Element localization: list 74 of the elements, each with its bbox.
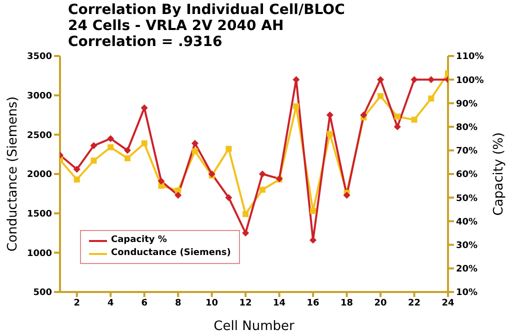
x-tick-label: 2	[74, 298, 80, 308]
point	[360, 112, 368, 118]
x-tick-label: 24	[442, 298, 454, 308]
point	[411, 116, 418, 123]
y2-tick-label: 80%	[456, 122, 478, 133]
x-axis-title: Cell Number	[214, 319, 295, 334]
y2-tick-label: 40%	[456, 217, 478, 228]
x-tick-label: 20	[374, 298, 387, 308]
point	[394, 123, 401, 130]
point	[191, 140, 198, 147]
y2-tick-label: 10%	[456, 288, 478, 298]
x-tick-label: 16	[306, 298, 320, 308]
point	[158, 182, 164, 189]
legend-label: Capacity %	[111, 234, 167, 247]
point	[293, 103, 300, 110]
x-tick-label: 18	[340, 298, 354, 308]
point	[74, 176, 80, 183]
point	[310, 208, 316, 214]
point	[73, 166, 80, 173]
legend-label: Conductance (Siemens)	[111, 247, 231, 260]
y-tick-label: 1000	[26, 248, 52, 259]
point	[310, 236, 317, 244]
point	[326, 130, 333, 137]
point	[124, 146, 131, 154]
x-tick-label: 6	[141, 298, 148, 308]
x-tick-label: 12	[239, 298, 252, 308]
point	[378, 93, 384, 100]
y2-axis-title: Capacity (%)	[492, 132, 507, 216]
point	[124, 155, 130, 162]
y2-tick-label: 100%	[456, 76, 484, 86]
y2-tick-label: 90%	[456, 99, 478, 110]
point	[90, 142, 98, 150]
chart-title: Correlation By Individual Cell/BLOC	[68, 2, 345, 18]
point	[174, 192, 182, 199]
point	[428, 95, 434, 102]
point	[242, 211, 249, 218]
y-tick-label: 2500	[26, 130, 52, 141]
y-tick-label: 500	[33, 288, 52, 298]
point	[90, 158, 97, 164]
point	[377, 76, 384, 84]
x-tick-label: 22	[408, 298, 421, 308]
y2-tick-label: 60%	[456, 170, 478, 180]
x-tick-label: 14	[273, 298, 286, 308]
point	[141, 140, 148, 146]
y-tick-label: 1500	[26, 210, 52, 220]
point	[226, 146, 232, 152]
y2-tick-label: 50%	[456, 194, 478, 204]
point	[242, 230, 250, 236]
point	[343, 192, 350, 199]
point	[107, 135, 114, 142]
y2-tick-label: 20%	[456, 264, 478, 275]
y-axis-title: Conductance (Siemens)	[6, 96, 21, 252]
point	[428, 76, 435, 84]
point	[326, 112, 334, 118]
x-tick-label: 10	[206, 298, 218, 308]
point	[158, 178, 165, 185]
y-tick-label: 2000	[26, 170, 52, 180]
point	[394, 114, 400, 120]
point	[192, 148, 198, 154]
point	[175, 188, 182, 194]
chart-subtitle: 24 Cells - VRLA 2V 2040 AH Correlation = .9316	[68, 18, 285, 50]
point	[410, 76, 418, 84]
x-tick-label: 4	[107, 298, 114, 308]
y2-tick-label: 30%	[456, 240, 478, 251]
point	[258, 170, 266, 178]
point	[225, 194, 232, 202]
y2-tick-label: 110%	[456, 52, 484, 62]
point	[108, 144, 114, 150]
x-tick-label: 8	[174, 298, 182, 308]
y-tick-label: 3000	[26, 92, 52, 102]
y-tick-label: 3500	[26, 52, 52, 62]
y2-tick-label: 70%	[456, 146, 478, 157]
point	[140, 104, 148, 112]
point	[259, 186, 266, 193]
